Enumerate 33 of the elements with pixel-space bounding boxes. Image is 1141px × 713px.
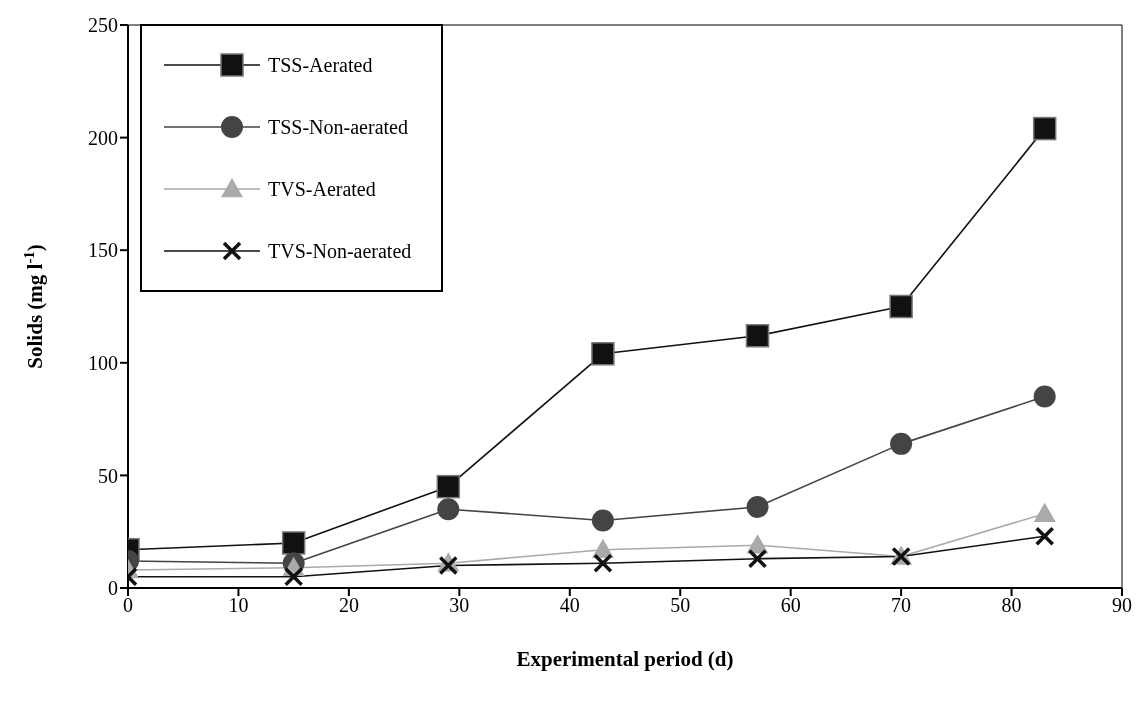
x-tick-label: 60: [780, 594, 801, 617]
x-axis-title: Experimental period (d): [516, 647, 734, 671]
point: [1033, 385, 1056, 408]
x-tick-label: 0: [123, 594, 133, 617]
legend-label: TSS-Non-aerated: [268, 115, 408, 139]
y-tick-label: 0: [108, 577, 118, 600]
x-tick-label: 70: [891, 594, 912, 617]
x-tick-label: 80: [1001, 594, 1022, 617]
point: [745, 324, 770, 348]
x-tick-label: 90: [1112, 594, 1132, 617]
point: [1033, 502, 1056, 522]
x-tick-label: 10: [228, 594, 249, 617]
x-tick-label: 20: [338, 594, 359, 617]
y-tick-label: 150: [88, 239, 118, 262]
point: [437, 498, 460, 521]
y-tick-label: 100: [88, 351, 118, 374]
point: [436, 474, 461, 499]
legend-label: TSS-Aerated: [268, 53, 373, 77]
y-tick-label: 50: [98, 464, 118, 487]
point: [890, 432, 913, 455]
y-tick-label: 200: [88, 126, 118, 149]
point: [889, 294, 913, 319]
x-tick-label: 30: [449, 594, 470, 617]
point: [591, 342, 615, 366]
x-tick-label: 50: [670, 594, 691, 617]
point: [591, 509, 614, 532]
point: [281, 531, 306, 555]
x-tick-label: 40: [559, 594, 580, 617]
point: [1032, 116, 1057, 141]
y-tick-label: 250: [88, 14, 118, 37]
legend-label: TVS-Non-aerated: [268, 239, 412, 263]
point: [746, 495, 769, 518]
legend-label: TVS-Aerated: [268, 177, 376, 201]
